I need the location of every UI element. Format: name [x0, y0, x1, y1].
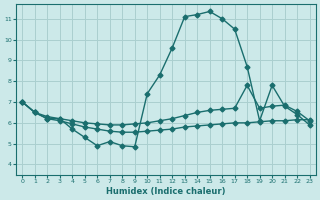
X-axis label: Humidex (Indice chaleur): Humidex (Indice chaleur) — [106, 187, 226, 196]
